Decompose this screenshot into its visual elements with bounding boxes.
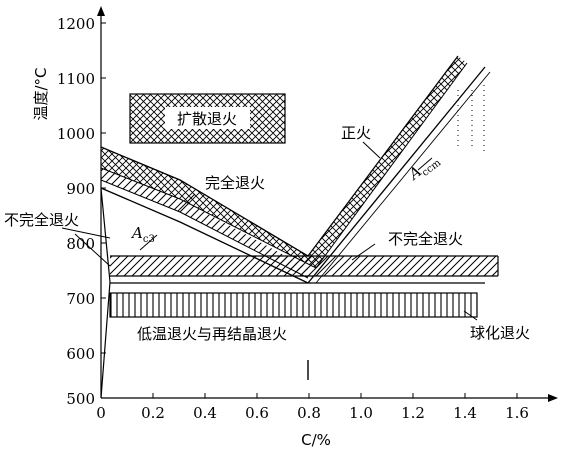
x-tick-label: 1.6 — [505, 404, 529, 422]
y-tick-label: 600 — [66, 345, 95, 363]
region-normalizing — [100, 55, 468, 269]
label-incomplete-annealing-left: 不完全退火 — [4, 211, 79, 229]
y-axis-arrow-icon — [97, 6, 105, 16]
x-tick-label: 1.4 — [453, 404, 477, 422]
region-incomplete-annealing — [110, 255, 499, 277]
y-tick-label: 900 — [66, 180, 95, 198]
y-tick-labels: 500 600 700 800 900 1000 1100 1200 — [57, 15, 95, 408]
y-tick-label: 1100 — [57, 70, 95, 88]
x-tick-label: 0.8 — [297, 404, 321, 422]
leader-lines — [61, 141, 478, 321]
x-tick-label: 0.6 — [245, 404, 269, 422]
x-axis-title: C/% — [301, 431, 331, 449]
label-ac3: Ac3 — [130, 224, 155, 245]
x-axis-arrow-icon — [548, 394, 558, 402]
x-tick-label: 0.2 — [141, 404, 165, 422]
label-incomplete-annealing-right: 不完全退火 — [388, 230, 463, 248]
y-axis-title: 温度/°C — [32, 67, 50, 120]
label-full-annealing: 完全退火 — [205, 174, 265, 192]
region-low-temp-annealing — [109, 292, 478, 318]
region-label: 扩散退火 — [177, 110, 237, 128]
x-ticks — [100, 393, 518, 398]
y-ticks — [101, 22, 106, 399]
x-tick-label: 0 — [96, 404, 106, 422]
label-spheroidizing-annealing: 球化退火 — [470, 324, 530, 342]
x-tick-labels: 0 0.2 0.4 0.6 0.8 1.0 1.2 1.4 1.6 — [96, 404, 529, 422]
x-tick-label: 0.4 — [193, 404, 217, 422]
dotted-guides — [457, 85, 485, 155]
y-tick-label: 1000 — [57, 125, 95, 143]
label-accm: Accm — [404, 149, 444, 187]
region-diffusion-annealing: 扩散退火 — [129, 93, 286, 144]
x-tick-label: 1.0 — [349, 404, 373, 422]
label-normalizing: 正火 — [341, 124, 371, 142]
label-low-temp-annealing: 低温退火与再结晶退火 — [137, 325, 287, 343]
x-tick-label: 1.2 — [401, 404, 425, 422]
y-tick-label: 800 — [66, 235, 95, 253]
y-tick-label: 1200 — [57, 15, 95, 33]
y-tick-label: 700 — [66, 290, 95, 308]
accm-curve — [307, 66, 486, 284]
y-tick-label: 500 — [66, 390, 95, 408]
